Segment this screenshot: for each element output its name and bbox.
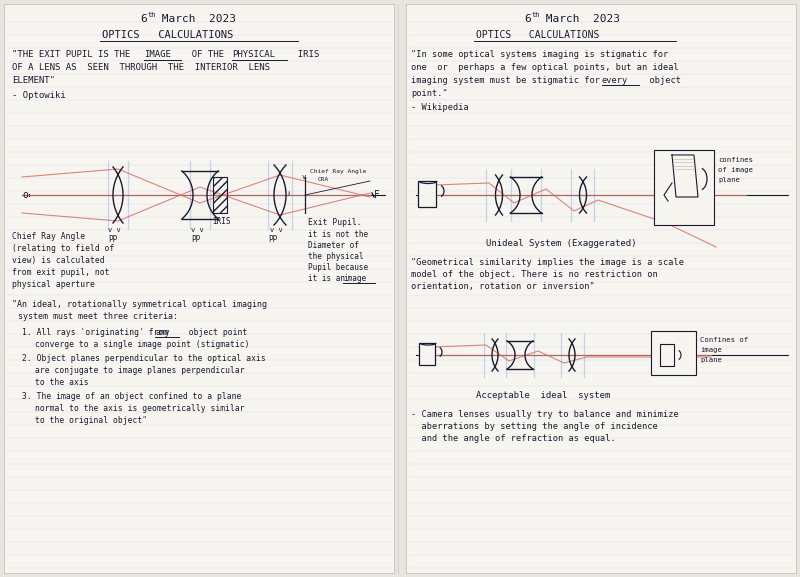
Text: it is not the: it is not the: [308, 230, 368, 239]
Text: one  or  perhaps a few optical points, but an ideal: one or perhaps a few optical points, but…: [411, 63, 678, 72]
Text: object: object: [639, 76, 681, 85]
Text: PP: PP: [191, 235, 200, 244]
Text: - Optowiki: - Optowiki: [12, 91, 66, 100]
Bar: [213, 177, 227, 213]
Bar: [651, 331, 696, 375]
Text: Chief Ray Angle: Chief Ray Angle: [310, 169, 366, 174]
Text: PP: PP: [108, 235, 118, 244]
Text: Acceptable  ideal  system: Acceptable ideal system: [476, 391, 610, 400]
Bar: [4, 4, 394, 573]
Text: any: any: [155, 328, 170, 337]
Text: - Camera lenses usually try to balance and minimize: - Camera lenses usually try to balance a…: [411, 410, 678, 419]
Text: to the axis: to the axis: [35, 378, 89, 387]
Text: o: o: [22, 190, 28, 200]
Text: OPTICS   CALCULATIONS: OPTICS CALCULATIONS: [476, 30, 599, 40]
Text: from exit pupil, not: from exit pupil, not: [12, 268, 110, 277]
Bar: [660, 344, 674, 366]
Text: "An ideal, rotationally symmetrical optical imaging: "An ideal, rotationally symmetrical opti…: [12, 300, 267, 309]
Text: image: image: [343, 274, 366, 283]
Text: March  2023: March 2023: [155, 14, 236, 24]
Text: of image: of image: [718, 167, 753, 173]
Text: March  2023: March 2023: [539, 14, 620, 24]
Text: confines: confines: [718, 157, 753, 163]
Text: v v: v v: [270, 227, 282, 233]
Text: Exit Pupil.: Exit Pupil.: [308, 218, 362, 227]
Bar: [418, 181, 436, 207]
Text: v v: v v: [191, 227, 204, 233]
Text: 2. Object planes perpendicular to the optical axis: 2. Object planes perpendicular to the op…: [22, 354, 266, 363]
Text: every: every: [602, 76, 628, 85]
Text: (relating to field of: (relating to field of: [12, 244, 114, 253]
Bar: [406, 4, 796, 573]
Text: th: th: [532, 12, 541, 18]
Text: object point: object point: [179, 328, 247, 337]
Text: PHYSICAL: PHYSICAL: [232, 50, 275, 59]
Text: plane: plane: [700, 357, 722, 363]
Bar: [419, 343, 435, 365]
Text: Confines of: Confines of: [700, 337, 748, 343]
Text: aberrations by setting the angle of incidence: aberrations by setting the angle of inci…: [411, 422, 658, 431]
Text: the physical: the physical: [308, 252, 363, 261]
Text: physical aperture: physical aperture: [12, 280, 95, 289]
Text: plane: plane: [718, 177, 740, 183]
Text: view) is calculated: view) is calculated: [12, 256, 105, 265]
Text: system must meet three criteria:: system must meet three criteria:: [18, 312, 178, 321]
Text: Diameter of: Diameter of: [308, 241, 359, 250]
Text: ELEMENT": ELEMENT": [12, 76, 55, 85]
Text: IMAGE: IMAGE: [144, 50, 171, 59]
Text: imaging system must be stigmatic for: imaging system must be stigmatic for: [411, 76, 610, 85]
Text: 3. The image of an object confined to a plane: 3. The image of an object confined to a …: [22, 392, 242, 401]
Text: point.": point.": [411, 89, 448, 98]
Text: "THE EXIT PUPIL IS THE: "THE EXIT PUPIL IS THE: [12, 50, 141, 59]
Text: Pupil because: Pupil because: [308, 263, 368, 272]
Text: image: image: [700, 347, 722, 353]
Text: IRIS: IRIS: [212, 217, 230, 226]
Text: "Geometrical similarity implies the image is a scale: "Geometrical similarity implies the imag…: [411, 258, 684, 267]
Text: 6: 6: [524, 14, 530, 24]
Text: model of the object. There is no restriction on: model of the object. There is no restric…: [411, 270, 658, 279]
Text: v: v: [302, 174, 306, 180]
Text: "In some optical systems imaging is stigmatic for: "In some optical systems imaging is stig…: [411, 50, 668, 59]
Text: CRA: CRA: [318, 177, 330, 182]
Text: orientation, rotation or inversion": orientation, rotation or inversion": [411, 282, 594, 291]
Text: OPTICS   CALCULATIONS: OPTICS CALCULATIONS: [102, 30, 234, 40]
Text: it is an: it is an: [308, 274, 354, 283]
Text: to the original object": to the original object": [35, 416, 147, 425]
Text: IRIS: IRIS: [287, 50, 319, 59]
Text: Chief Ray Angle: Chief Ray Angle: [12, 232, 85, 241]
Text: converge to a single image point (stigmatic): converge to a single image point (stigma…: [35, 340, 250, 349]
Text: 6: 6: [140, 14, 146, 24]
Text: - Wikipedia: - Wikipedia: [411, 103, 469, 112]
Text: th: th: [148, 12, 157, 18]
Text: are conjugate to image planes perpendicular: are conjugate to image planes perpendicu…: [35, 366, 245, 375]
Text: 1. All rays 'originating' from: 1. All rays 'originating' from: [22, 328, 178, 337]
Text: Unideal System (Exaggerated): Unideal System (Exaggerated): [486, 239, 637, 248]
Text: v v: v v: [108, 227, 121, 233]
Text: and the angle of refraction as equal.: and the angle of refraction as equal.: [411, 434, 616, 443]
Text: OF A LENS AS  SEEN  THROUGH  THE  INTERIOR  LENS: OF A LENS AS SEEN THROUGH THE INTERIOR L…: [12, 63, 270, 72]
Text: normal to the axis is geometrically similar: normal to the axis is geometrically simi…: [35, 404, 245, 413]
Text: OF THE: OF THE: [181, 50, 234, 59]
Polygon shape: [672, 155, 698, 197]
Text: F: F: [374, 190, 380, 200]
Bar: [654, 150, 714, 225]
Text: PP: PP: [268, 235, 278, 244]
